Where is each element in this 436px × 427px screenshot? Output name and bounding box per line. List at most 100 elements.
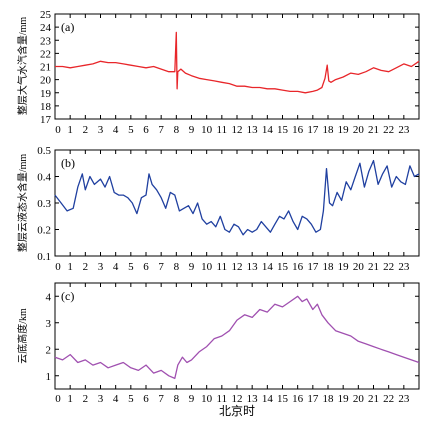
panel-b-xtick-label-5: 5 (128, 261, 134, 273)
panel-a-xtick-label-17: 17 (307, 124, 319, 136)
panel-a-xtick-label-7: 7 (158, 124, 164, 136)
panel-a-xtick-label-22: 22 (383, 124, 394, 136)
panel-a-ytick-label-3: 20 (40, 75, 52, 87)
panel-c-xtick-label-18: 18 (323, 393, 335, 405)
panel-b-marks (54, 159, 420, 236)
panel-a-xtick-label-15: 15 (277, 124, 289, 136)
panel-a-xtick-label-6: 6 (143, 124, 149, 136)
panel-b-xtick-label-19: 19 (338, 261, 350, 273)
panel-c-ytick-label-0: 1 (46, 371, 52, 383)
panel-a-ylabel: 整层大气水汽含量/mm (16, 17, 29, 116)
panel-a-xtick-label-20: 20 (353, 124, 365, 136)
panel-c-xtick-label-4: 4 (113, 393, 119, 405)
panel-b-xtick-label-14: 14 (262, 261, 274, 273)
panel-b-ytick-label-3: 0.4 (37, 172, 51, 184)
panel-a-marks (55, 31, 420, 94)
panel-b-ytick-label-1: 0.2 (37, 225, 51, 237)
panel-a-xtick-label-12: 12 (232, 124, 243, 136)
panel-b-x-ticks: 0 1 2 3 4 5 6 7 8 9 10 11 12 13 14 15 16 17 18 19 20 21 22 23 (54, 150, 410, 273)
panel-a-xtick-label-0: 0 (55, 124, 61, 136)
panel-c-xtick-label-20: 20 (353, 393, 365, 405)
panel-c-xtick-label-19: 19 (338, 393, 350, 405)
panel-b-xtick-label-9: 9 (189, 261, 195, 273)
panel-b-ylabel: 整层云液态水含量/mm (16, 154, 29, 253)
panel-c-ytick-label-3: 4 (46, 291, 52, 303)
panel-c-xtick-label-11: 11 (217, 393, 228, 405)
panel-b-xtick-label-13: 13 (247, 261, 259, 273)
panel-b-label: (b) (61, 156, 75, 170)
panel-a-xtick-label-9: 9 (189, 124, 195, 136)
panel-c-xtick-label-22: 22 (383, 393, 394, 405)
panel-a-ytick-label-0: 17 (40, 114, 52, 126)
panel-b-xtick-label-3: 3 (98, 261, 104, 273)
panel-b-xtick-label-15: 15 (277, 261, 289, 273)
panel-b-xtick-label-2: 2 (83, 261, 89, 273)
x-axis-title: 北京时 (219, 404, 255, 418)
panel-b-xtick-label-21: 21 (368, 261, 379, 273)
panel-a-label: (a) (61, 20, 74, 34)
panel-a-xtick-label-13: 13 (247, 124, 259, 136)
panel-c-frame (54, 282, 420, 390)
panel-c-xtick-label-21: 21 (368, 393, 379, 405)
panel-b-xtick-label-8: 8 (174, 261, 180, 273)
panel-b-xtick-label-4: 4 (113, 261, 119, 273)
panel-a-series-line-0 (55, 31, 420, 94)
panel-a-ytick-label-8: 25 (40, 9, 52, 21)
panel-b-xtick-label-10: 10 (201, 261, 213, 273)
panel-c-xtick-label-12: 12 (232, 393, 243, 405)
panel-a-ytick-label-4: 21 (40, 62, 51, 74)
panel-c-xtick-label-3: 3 (98, 393, 104, 405)
panel-a-xtick-label-16: 16 (292, 124, 304, 136)
panel-b-y-ticks: 0.1 0.2 0.3 0.4 0.5 (37, 145, 419, 263)
panel-c-xtick-label-5: 5 (128, 393, 134, 405)
panel-a-xtick-label-14: 14 (262, 124, 274, 136)
panel-a-xtick-label-5: 5 (128, 124, 134, 136)
panel-c-ylabel: 云底高度/km (16, 308, 29, 364)
panel-c-xtick-label-6: 6 (143, 393, 149, 405)
panel-a-xtick-label-19: 19 (338, 124, 350, 136)
panel-c-xtick-label-7: 7 (158, 393, 164, 405)
panel-a-xtick-label-2: 2 (83, 124, 89, 136)
panel-a-xtick-label-4: 4 (113, 124, 119, 136)
panel-c-xtick-label-9: 9 (189, 393, 195, 405)
panel-c-xtick-label-14: 14 (262, 393, 274, 405)
panel-b-ytick-label-4: 0.5 (37, 145, 51, 157)
panel-a-xtick-label-10: 10 (201, 124, 213, 136)
panel-c-xtick-label-23: 23 (398, 393, 410, 405)
panel-b-xtick-label-23: 23 (398, 261, 410, 273)
panel-b-xtick-label-0: 0 (55, 261, 61, 273)
panel-a-ytick-label-7: 24 (40, 22, 52, 34)
panel-c-ytick-label-2: 3 (46, 318, 52, 330)
panel-c-xtick-label-1: 1 (67, 393, 73, 405)
panel-a-xtick-label-23: 23 (398, 124, 410, 136)
panel-b-xtick-label-11: 11 (217, 261, 228, 273)
panel-b-xtick-label-22: 22 (383, 261, 394, 273)
panel-b-xtick-label-20: 20 (353, 261, 365, 273)
panel-c-xtick-label-13: 13 (247, 393, 259, 405)
panel-c-marks (54, 295, 420, 380)
panel-a-ytick-label-5: 22 (40, 48, 51, 60)
panel-c-xtick-label-2: 2 (83, 393, 89, 405)
panel-a-ytick-label-1: 18 (40, 101, 52, 113)
panel-b-series-line-0 (54, 159, 420, 236)
panel-c-xtick-label-16: 16 (292, 393, 304, 405)
panel-c-xtick-label-10: 10 (201, 393, 213, 405)
panel-a-xtick-label-11: 11 (217, 124, 228, 136)
panel-c-xtick-label-15: 15 (277, 393, 289, 405)
panel-a-ytick-label-6: 23 (40, 35, 52, 47)
panel-a-xtick-label-18: 18 (323, 124, 335, 136)
panel-c-x-ticks: 0 1 2 3 4 5 6 7 8 9 10 11 12 13 14 15 16 17 18 19 20 21 22 23 (54, 283, 410, 405)
panel-a-frame (54, 13, 420, 120)
panel-b-frame (54, 149, 420, 257)
panel-a-ytick-label-2: 19 (40, 88, 52, 100)
panel-b-ytick-label-0: 0.1 (37, 251, 51, 263)
panel-b-ytick-label-2: 0.3 (37, 198, 51, 210)
panel-b-xtick-label-17: 17 (307, 261, 319, 273)
panel-b-xtick-label-18: 18 (323, 261, 335, 273)
panel-a-xtick-label-21: 21 (368, 124, 379, 136)
